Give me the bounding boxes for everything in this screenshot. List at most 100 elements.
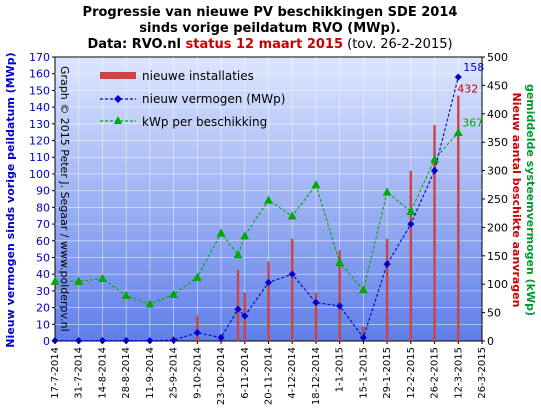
x-axis-tick-label: 6-11-2014 — [240, 347, 251, 399]
right-axis-tick-label: 350 — [487, 136, 508, 149]
chart-title-line2: sinds vorige peildatum RVO (MWp). — [139, 21, 400, 36]
x-axis-tick-label: 25-9-2014 — [169, 347, 180, 399]
bar — [314, 292, 318, 341]
point — [453, 128, 463, 137]
point — [192, 272, 202, 281]
legend: nieuwe installaties nieuw vermogen (MWp)… — [100, 69, 285, 129]
right-axis-label-red: Nieuw aantal beschikte aanvragen — [510, 93, 523, 308]
bar — [267, 261, 270, 341]
left-axis-tick-label: 20 — [36, 302, 50, 315]
point — [121, 291, 131, 300]
left-axis-tick-label: 50 — [36, 251, 50, 264]
left-axis-tick-label: 40 — [36, 268, 50, 281]
bar — [196, 315, 199, 341]
point — [430, 154, 440, 163]
x-axis-tick-label: 26-2-2015 — [430, 347, 441, 399]
bar — [236, 270, 240, 341]
point — [241, 312, 249, 320]
right-axis-tick-label: 200 — [487, 221, 508, 234]
point — [287, 211, 297, 220]
point — [170, 336, 178, 344]
point — [336, 302, 344, 310]
point — [430, 167, 439, 175]
series-nieuw-vermogen — [51, 73, 462, 345]
point — [359, 334, 367, 342]
left-axis-label: Nieuw vermogen sinds vorige peildatum (M… — [4, 52, 17, 347]
x-axis-tick-label: 1-1-2015 — [335, 347, 346, 392]
left-axis-tick-label: 60 — [36, 235, 50, 248]
right-axis-tick-label: 500 — [487, 51, 508, 64]
point — [240, 231, 250, 240]
point — [169, 289, 179, 298]
x-axis-tick-label: 12-2-2015 — [406, 347, 417, 399]
right-axis-tick-label: 0 — [487, 335, 494, 348]
x-axis-tick-label: 18-12-2014 — [311, 347, 322, 405]
annotation-installaties: 432 — [457, 83, 478, 96]
title-source: Data: RVO.nl — [87, 37, 185, 52]
point — [264, 278, 273, 287]
right-axis-tick-label: 300 — [487, 165, 508, 178]
point — [216, 228, 226, 237]
point — [97, 274, 107, 283]
x-axis-tick-label: 28-8-2014 — [121, 347, 132, 399]
title-comparison: (tov. 26-2-2015) — [343, 37, 453, 52]
legend-swatch-bars — [100, 72, 136, 79]
x-axis-tick-label: 31-7-2014 — [74, 347, 85, 399]
left-axis-tick-label: 80 — [36, 201, 50, 214]
legend-marker-mwp — [114, 95, 122, 103]
point — [383, 260, 391, 268]
point — [311, 180, 321, 189]
x-axis-tick-label: 20-11-2014 — [264, 347, 275, 405]
x-axis-tick-label: 4-12-2014 — [287, 347, 298, 399]
point — [454, 73, 462, 81]
point — [382, 187, 392, 196]
point — [234, 305, 242, 313]
left-axis-tick-label: 120 — [29, 135, 50, 148]
point — [264, 195, 273, 204]
x-axis-tick-label: 23-10-2014 — [216, 347, 227, 405]
series-kwp-per-beschikking — [50, 128, 463, 308]
right-axis-tick-label: 150 — [487, 250, 508, 263]
annotations: 158 432 367 — [457, 61, 484, 129]
bar — [409, 170, 413, 341]
credit-text: Graph © 2015 Peter J. Segaar / www.polde… — [58, 66, 71, 332]
point — [75, 337, 83, 345]
bar — [433, 125, 436, 341]
annotation-kwp: 367 — [462, 117, 483, 130]
x-axis-tick-label: 15-1-2015 — [358, 347, 369, 399]
bar — [291, 238, 294, 341]
point — [335, 258, 345, 267]
left-axis-tick-label: 90 — [36, 185, 50, 198]
left-axis-tick-label: 100 — [29, 168, 50, 181]
point — [98, 337, 107, 345]
legend-label-bars: nieuwe installaties — [142, 69, 254, 83]
point — [146, 337, 154, 345]
left-axis-tick-label: 170 — [29, 51, 50, 64]
bar — [362, 326, 365, 341]
right-axis-tick-label: 100 — [487, 278, 508, 291]
point — [145, 299, 155, 308]
left-axis-tick-label: 30 — [36, 285, 50, 298]
x-axis-tick-label: 11-9-2014 — [145, 347, 156, 399]
right-axis-tick-label: 450 — [487, 79, 508, 92]
point — [74, 276, 84, 285]
point — [233, 250, 243, 259]
title-status: status 12 maart 2015 — [186, 37, 344, 52]
point — [122, 337, 130, 345]
point — [358, 285, 368, 294]
legend-marker-kwp — [114, 116, 122, 124]
left-axis-tick-label: 130 — [29, 118, 50, 131]
x-axis-tick-label: 29-1-2015 — [382, 347, 393, 399]
bar — [385, 238, 389, 341]
x-axis-tick-label: 14-8-2014 — [97, 347, 108, 399]
left-axis-tick-label: 10 — [36, 318, 50, 331]
chart-title-line3: Data: RVO.nl status 12 maart 2015 (tov. … — [87, 37, 452, 52]
annotation-vermogen: 158 — [463, 61, 484, 74]
point — [407, 220, 415, 228]
right-axis-tick-label: 400 — [487, 108, 508, 121]
axes: 0 10 20 30 40 50 60 70 80 90 100 110 120 130 140 150 160… — [29, 51, 508, 405]
point — [312, 298, 320, 307]
point — [406, 206, 416, 215]
bar — [457, 95, 460, 342]
